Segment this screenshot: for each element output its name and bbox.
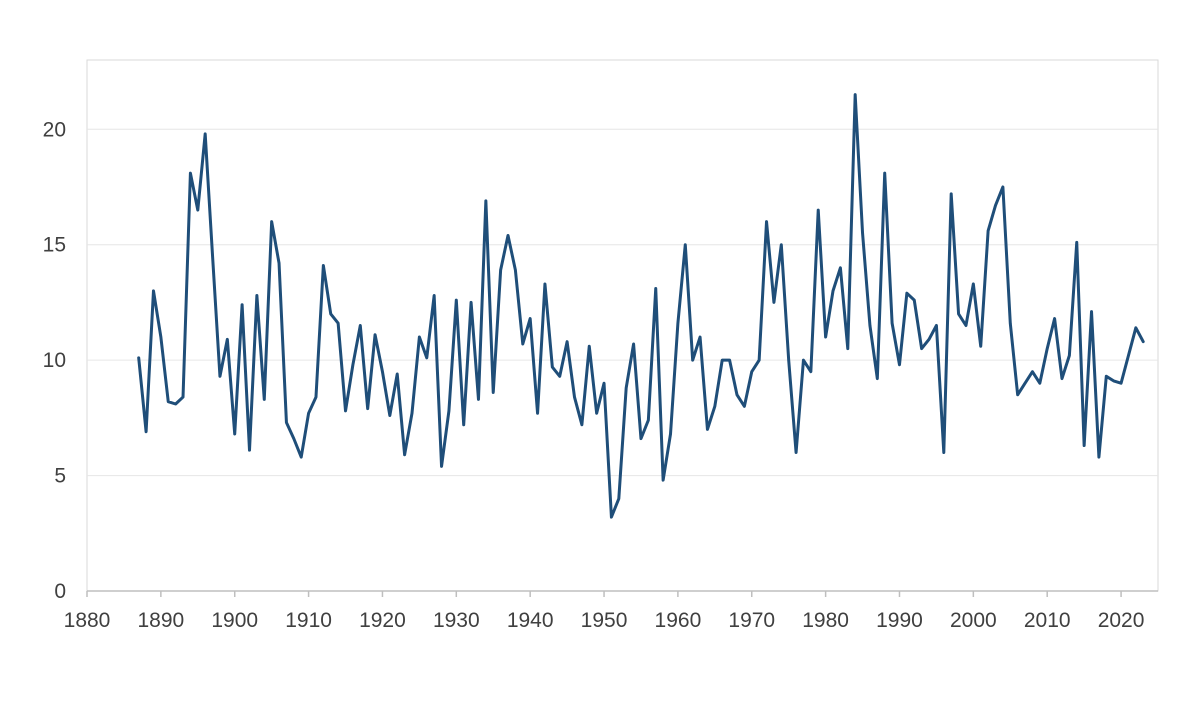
series-line-0 bbox=[137, 93, 1145, 519]
x-tick-label: 1950 bbox=[581, 609, 628, 632]
y-tick-label: 10 bbox=[43, 349, 66, 372]
x-tick-label: 2010 bbox=[1024, 609, 1071, 632]
x-tick-label: 1970 bbox=[728, 609, 775, 632]
x-tick-label: 2020 bbox=[1098, 609, 1145, 632]
x-tick-label: 1910 bbox=[285, 609, 332, 632]
x-tick-label: 1890 bbox=[138, 609, 185, 632]
x-tick-label: 1990 bbox=[876, 609, 923, 632]
series-layer bbox=[137, 93, 1145, 519]
y-tick-label: 5 bbox=[54, 465, 66, 488]
axes: 0 5 10 15 20 1880 1890 1900 1910 1920 1930 1940 1950… bbox=[43, 118, 1158, 632]
x-tick-label: 1920 bbox=[359, 609, 406, 632]
x-tick-label: 2000 bbox=[950, 609, 997, 632]
x-tick-label: 1930 bbox=[433, 609, 480, 632]
y-tick-label: 15 bbox=[43, 234, 66, 257]
x-tick-label: 1960 bbox=[655, 609, 702, 632]
x-tick-label: 1940 bbox=[507, 609, 554, 632]
y-tick-label: 20 bbox=[43, 118, 66, 141]
y-tick-label: 0 bbox=[54, 580, 66, 603]
x-tick-label: 1900 bbox=[211, 609, 258, 632]
x-tick-label: 1880 bbox=[64, 609, 111, 632]
plot-area-frame bbox=[86, 59, 1159, 592]
x-tick-label: 1980 bbox=[802, 609, 849, 632]
